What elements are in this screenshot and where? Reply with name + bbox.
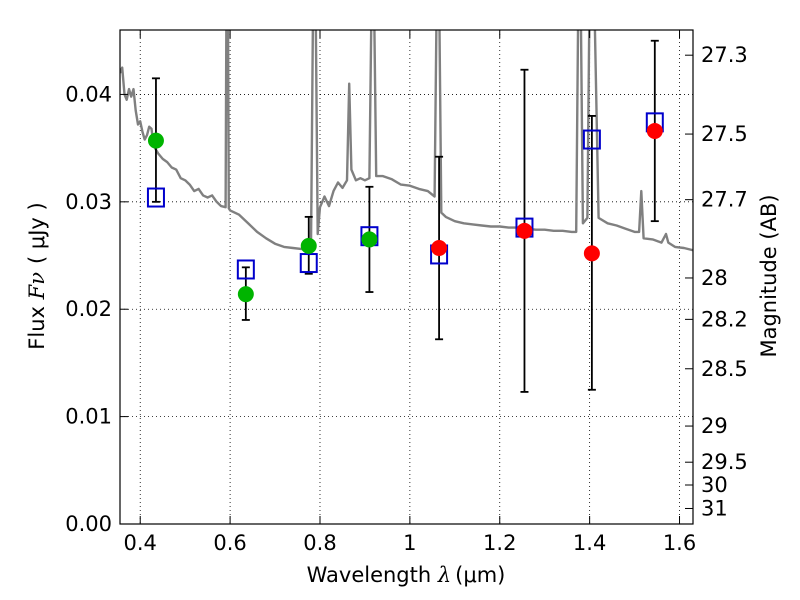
- x-tick-label: 0.4: [124, 531, 157, 555]
- grid-lines: [120, 30, 693, 525]
- data-point-marker: [646, 122, 663, 139]
- data-point-marker: [431, 240, 448, 257]
- y-tick-label: 0.03: [65, 190, 112, 214]
- mag-tick-label: 30: [701, 473, 728, 497]
- model-square-marker: [146, 187, 165, 208]
- x-tick-label: 0.6: [213, 531, 246, 555]
- data-point-marker: [583, 245, 600, 262]
- y-tick-label: 0.04: [65, 82, 112, 106]
- x-tick-label: 1.2: [483, 531, 516, 555]
- mag-tick-label: 28: [701, 266, 728, 290]
- mag-tick-label: 27.5: [701, 122, 748, 146]
- mag-tick-label: 27.3: [701, 43, 748, 67]
- mag-tick-label: 27.7: [701, 188, 748, 212]
- model-square-marker: [299, 253, 318, 274]
- y-tick-label: 0.00: [65, 512, 112, 536]
- model-square-marker: [236, 259, 255, 280]
- mag-tick-label: 29.5: [701, 450, 748, 474]
- spectrum-curve: [120, 30, 693, 252]
- x-axis-label: Wavelength λ (μm): [307, 563, 506, 587]
- data-point-marker: [361, 231, 378, 248]
- y-tick-label: 0.02: [65, 297, 112, 321]
- mag-tick-label: 31: [701, 496, 728, 520]
- mag-tick-label: 28.5: [701, 357, 748, 381]
- data-point-marker: [300, 237, 317, 254]
- data-markers: [146, 112, 664, 303]
- plot-frame: [119, 29, 694, 525]
- data-point-marker: [237, 286, 254, 303]
- x-tick-label: 0.8: [303, 531, 336, 555]
- model-square-marker: [582, 129, 601, 150]
- y2-axis-label: Magnitude (AB): [757, 194, 781, 357]
- mag-tick-label: 28.2: [701, 307, 748, 331]
- x-tick-label: 1.4: [573, 531, 606, 555]
- data-point-marker: [147, 132, 164, 149]
- x-tick-label: 1: [403, 531, 416, 555]
- spectrum-line: [120, 30, 693, 252]
- mag-tick-label: 29: [701, 414, 728, 438]
- y-axis-label: Flux Fν( μJy ): [25, 202, 49, 349]
- y-tick-label: 0.01: [65, 405, 112, 429]
- axis-ticks: 0.4 0.6 0.8 1 1.2 1.4 1.6 0.00 0.01 0.02 0.03 0.04 2…: [65, 30, 748, 555]
- data-point-marker: [516, 222, 533, 239]
- x-tick-label: 1.6: [663, 531, 696, 555]
